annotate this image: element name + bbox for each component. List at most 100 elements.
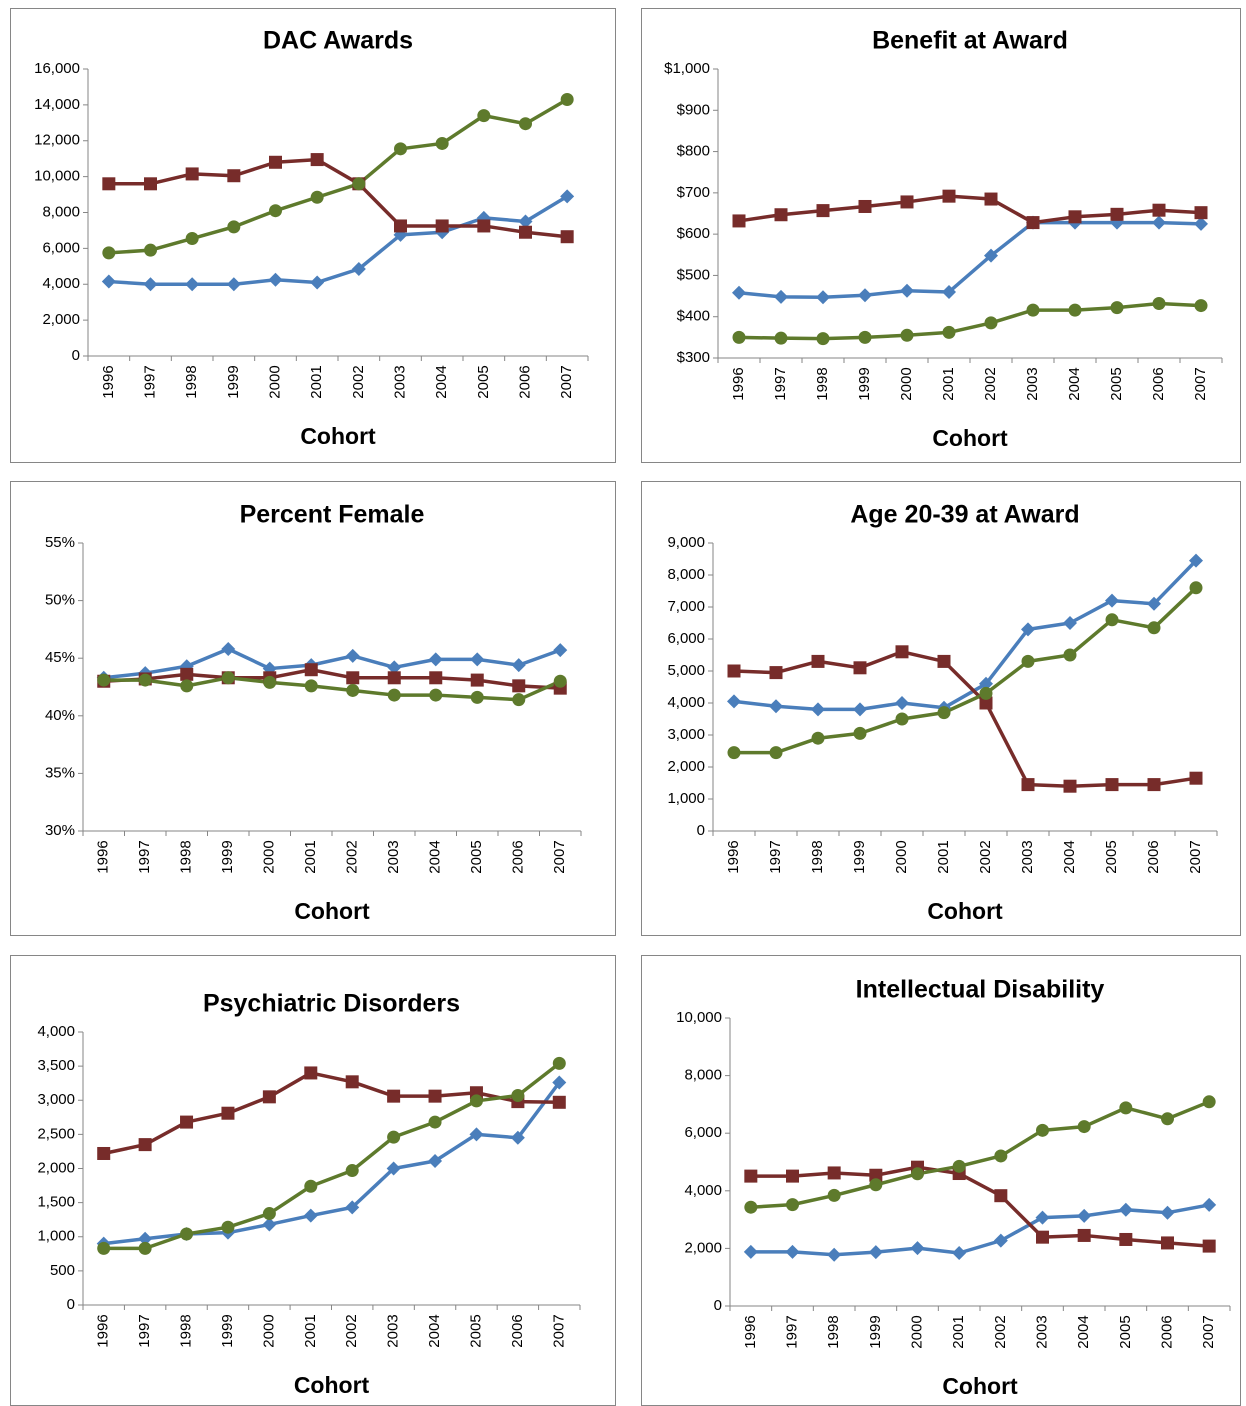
marker [470, 673, 484, 687]
x-tick-label: 2003 [1024, 367, 1041, 400]
marker [816, 204, 830, 218]
marker [1021, 778, 1035, 792]
chart-panel: Percent Female 30% 35% 40% 45% 50% 55% 1996 1997… [10, 481, 616, 936]
marker [345, 648, 360, 663]
x-tick-label: 2004 [1061, 840, 1078, 873]
marker [811, 702, 825, 717]
marker [560, 92, 574, 106]
y-tick-label: 2,500 [37, 1125, 75, 1142]
y-tick-label: $800 [677, 143, 710, 160]
marker [1119, 1232, 1133, 1246]
x-tick-label: 2003 [385, 1314, 402, 1347]
x-tick-label: 2007 [1200, 1315, 1217, 1348]
x-tick-label: 1998 [178, 1314, 195, 1347]
marker [310, 275, 325, 290]
marker [744, 1200, 758, 1214]
x-tick-label: 2001 [935, 840, 952, 873]
marker [868, 1245, 883, 1260]
marker [180, 1115, 194, 1129]
marker [310, 153, 324, 167]
marker [1105, 593, 1119, 608]
marker [435, 219, 449, 233]
x-tick-label: 1998 [183, 365, 200, 398]
series-line [750, 1165, 1210, 1248]
x-tick-label: 2006 [510, 840, 527, 873]
marker [180, 679, 194, 693]
marker [786, 1169, 799, 1183]
marker [1202, 1239, 1216, 1253]
marker [984, 316, 998, 330]
x-tick-label: 1996 [95, 840, 112, 873]
x-tick-label: 2001 [308, 365, 325, 398]
marker [221, 1220, 235, 1234]
x-tick-label: 2006 [1158, 1315, 1175, 1348]
marker [553, 674, 567, 688]
marker [1021, 654, 1035, 668]
marker [900, 328, 914, 342]
marker [744, 1169, 758, 1183]
marker [774, 331, 788, 345]
marker [1035, 1210, 1050, 1225]
marker [345, 1075, 359, 1089]
marker [732, 330, 746, 344]
x-tick-label: 2005 [1108, 367, 1125, 400]
x-tick-label: 1999 [867, 1315, 884, 1348]
x-tick-label: 2003 [385, 840, 402, 873]
marker [853, 726, 867, 740]
y-tick-label: $600 [677, 225, 710, 242]
marker [774, 208, 788, 222]
chart-panel: DAC Awards 0 2,000 4,000 6,000 8,000 10,000 12,… [10, 8, 616, 463]
marker [827, 1188, 841, 1202]
marker [942, 325, 956, 339]
marker [387, 1130, 401, 1144]
marker [900, 283, 914, 298]
marker [138, 1231, 153, 1246]
marker [185, 277, 200, 292]
marker [979, 696, 993, 710]
marker [816, 290, 830, 305]
panel-border [10, 8, 616, 463]
x-tick-label: 2004 [433, 365, 450, 398]
marker [143, 277, 158, 292]
x-tick-label: 1996 [725, 840, 742, 873]
series-line [103, 676, 561, 702]
x-tick-label: 1997 [141, 365, 158, 398]
y-tick-label: 50% [45, 592, 75, 609]
marker [979, 686, 993, 700]
marker [138, 1138, 152, 1152]
y-tick-label: 2,000 [42, 311, 80, 328]
marker [221, 1106, 235, 1120]
marker [387, 660, 402, 675]
chart-panel: Benefit at Award $300 $400 $500 $600 $700 $800… [641, 8, 1241, 463]
marker [858, 288, 872, 303]
marker [1189, 771, 1203, 785]
marker [727, 664, 741, 678]
marker [512, 679, 526, 693]
x-tick-label: 1999 [851, 840, 868, 873]
x-tick-label: 1996 [100, 365, 117, 398]
marker [221, 641, 236, 656]
marker [769, 699, 783, 714]
marker [97, 1241, 111, 1255]
y-tick-label: $900 [677, 101, 710, 118]
marker [937, 706, 951, 720]
series-line [750, 1100, 1210, 1209]
marker [952, 1246, 967, 1261]
marker [1077, 1228, 1091, 1242]
marker [144, 177, 157, 191]
marker [519, 225, 532, 239]
marker [262, 1207, 276, 1221]
marker [346, 671, 360, 685]
marker [869, 1178, 883, 1192]
marker [387, 1089, 401, 1103]
marker [743, 1244, 758, 1259]
series-line [750, 1203, 1210, 1257]
marker [269, 204, 282, 218]
marker [727, 694, 741, 709]
x-tick-label: 2002 [982, 367, 999, 400]
x-tick-label: 1996 [742, 1315, 759, 1348]
x-tick-label: 1999 [225, 365, 242, 398]
y-tick-label: 14,000 [34, 96, 80, 113]
marker [1068, 303, 1082, 317]
